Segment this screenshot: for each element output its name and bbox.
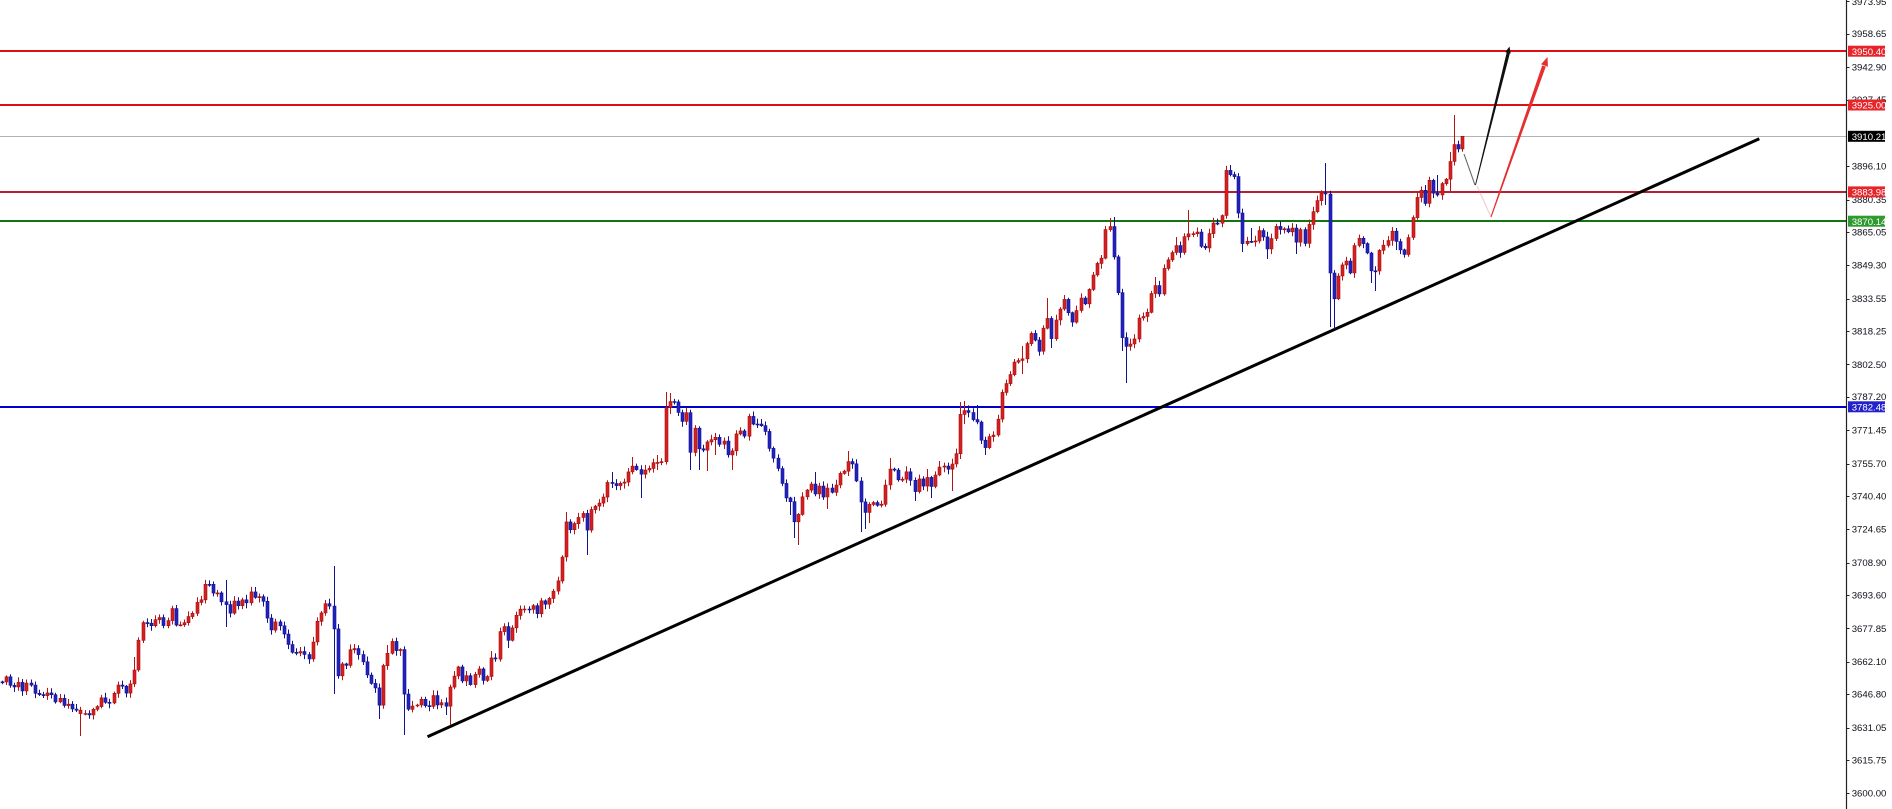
- svg-text:3849.30: 3849.30: [1852, 261, 1887, 272]
- svg-text:3910.21: 3910.21: [1852, 132, 1887, 143]
- svg-text:3600.00: 3600.00: [1852, 789, 1887, 800]
- svg-text:3787.20: 3787.20: [1852, 392, 1887, 403]
- svg-text:3942.90: 3942.90: [1852, 63, 1887, 74]
- svg-text:3631.05: 3631.05: [1852, 723, 1887, 734]
- svg-text:3833.55: 3833.55: [1852, 294, 1887, 305]
- svg-text:3677.85: 3677.85: [1852, 624, 1887, 635]
- svg-text:3724.65: 3724.65: [1852, 525, 1887, 536]
- svg-text:3755.70: 3755.70: [1852, 459, 1887, 470]
- svg-text:3925.00: 3925.00: [1852, 101, 1887, 112]
- svg-text:3615.75: 3615.75: [1852, 755, 1887, 766]
- svg-text:3880.35: 3880.35: [1852, 195, 1887, 206]
- svg-text:3693.60: 3693.60: [1852, 590, 1887, 601]
- svg-text:3708.90: 3708.90: [1852, 558, 1887, 569]
- svg-text:3771.45: 3771.45: [1852, 426, 1887, 437]
- svg-text:3958.65: 3958.65: [1852, 29, 1887, 40]
- svg-text:3662.10: 3662.10: [1852, 657, 1887, 668]
- svg-text:3865.05: 3865.05: [1852, 227, 1887, 238]
- svg-text:3896.10: 3896.10: [1852, 162, 1887, 173]
- svg-text:3740.40: 3740.40: [1852, 491, 1887, 502]
- svg-text:3973.95: 3973.95: [1852, 0, 1887, 8]
- svg-text:3818.25: 3818.25: [1852, 327, 1887, 338]
- svg-text:3883.98: 3883.98: [1852, 188, 1887, 199]
- svg-text:3782.48: 3782.48: [1852, 402, 1887, 413]
- svg-text:3870.14: 3870.14: [1852, 217, 1887, 228]
- svg-text:3646.80: 3646.80: [1852, 690, 1887, 701]
- svg-text:3802.50: 3802.50: [1852, 360, 1887, 371]
- svg-text:3950.40: 3950.40: [1852, 47, 1887, 58]
